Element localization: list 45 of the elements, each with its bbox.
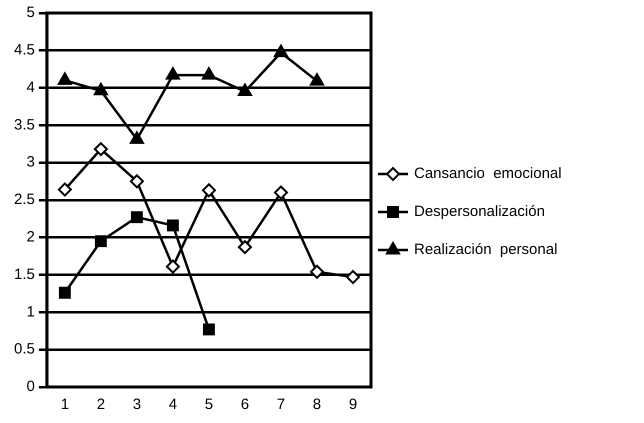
y-tick-label: 0 <box>26 378 35 396</box>
y-tick-label: 4 <box>26 78 35 96</box>
point <box>274 44 288 58</box>
y-tick-label: 2.5 <box>14 191 35 208</box>
point <box>238 84 252 96</box>
y-tick-label: 0.5 <box>14 340 35 358</box>
point <box>202 183 216 198</box>
y-tick-label: 3.5 <box>14 116 35 134</box>
x-tick-label: 5 <box>204 396 214 414</box>
x-tick-label: 7 <box>276 396 286 414</box>
point <box>274 186 288 200</box>
point <box>130 131 144 144</box>
point <box>58 182 72 197</box>
y-tick-label: 4.5 <box>14 42 35 59</box>
point <box>166 260 180 274</box>
point <box>310 73 324 86</box>
x-tick-label: 4 <box>168 396 178 414</box>
point <box>130 211 143 224</box>
y-tick-label: 3 <box>26 154 35 171</box>
point <box>202 67 216 80</box>
y-tick-label: 2 <box>26 228 35 246</box>
legend-label: Realización personal <box>414 241 558 258</box>
x-tick-label: 1 <box>60 396 70 414</box>
point <box>58 286 71 299</box>
y-tick-label: 1.5 <box>14 266 35 283</box>
point <box>346 270 360 284</box>
point <box>202 323 215 336</box>
x-tick-label: 8 <box>312 396 322 414</box>
legend-label: Cansancio emocional <box>414 165 562 182</box>
y-tick-label: 5 <box>26 4 35 22</box>
point <box>94 82 108 96</box>
legend-label: Despersonalización <box>414 203 545 220</box>
point <box>58 72 72 85</box>
x-tick-label: 2 <box>96 396 106 414</box>
x-tick-label: 3 <box>132 396 142 414</box>
point <box>166 67 180 80</box>
x-tick-label: 6 <box>240 396 250 414</box>
point <box>130 174 144 188</box>
point <box>94 142 108 156</box>
point <box>94 235 107 248</box>
y-tick-label: 1 <box>26 303 35 320</box>
point <box>166 219 179 232</box>
point <box>238 240 252 254</box>
x-tick-label: 9 <box>348 396 358 414</box>
point <box>310 264 324 279</box>
